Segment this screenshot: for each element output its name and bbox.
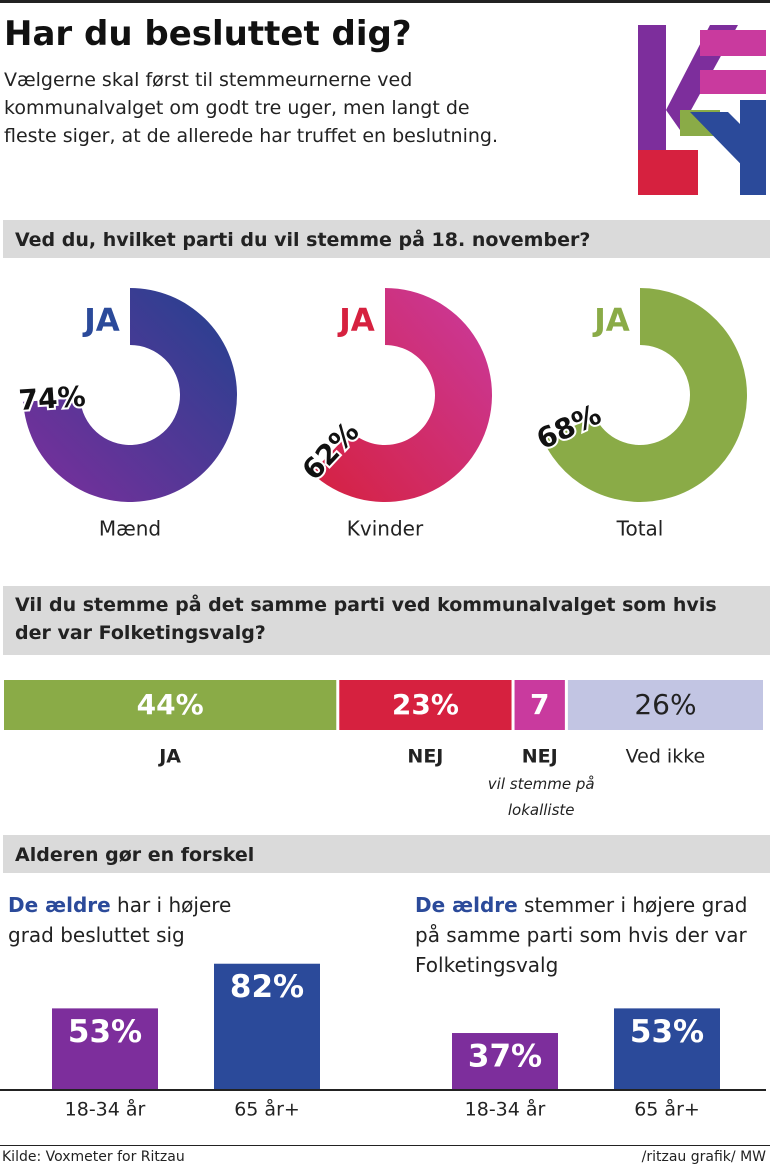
category-label: 18-34 år xyxy=(65,1098,146,1121)
bar-segment xyxy=(567,680,763,730)
value-label: 23% xyxy=(392,688,459,721)
subtitle: De ældre stemmer i højere grad på samme … xyxy=(415,890,765,980)
donut-arc xyxy=(23,288,238,502)
bar xyxy=(52,1008,158,1090)
section-title: Ved du, hvilket parti du vil stemme på 1… xyxy=(3,220,770,258)
category-label: 18-34 år xyxy=(465,1098,546,1121)
bar xyxy=(614,1008,720,1090)
subtitle-emphasis: De ældre xyxy=(415,893,518,917)
subtitle-emphasis: De ældre xyxy=(8,893,111,917)
bar-segment xyxy=(4,680,337,730)
legend-label: Ved ikke xyxy=(626,746,706,768)
note-box: vil stemme på lokalliste xyxy=(487,775,595,819)
value-label: 37% xyxy=(468,1039,542,1075)
note: vil stemme på lokalliste xyxy=(487,775,595,819)
value-label: 74% xyxy=(18,380,87,417)
value-label: 44% xyxy=(137,688,204,721)
legend-label: NEJ xyxy=(407,746,443,768)
value-label: 53% xyxy=(630,1014,704,1050)
bar-segment xyxy=(514,680,565,730)
category-label: Mænd xyxy=(99,517,161,541)
center-label: JA xyxy=(337,303,375,339)
source: Kilde: Voxmeter for Ritzau xyxy=(2,1149,185,1165)
category-label: Kvinder xyxy=(347,517,424,541)
intro: Vælgerne skal først til stemmeurnerne ve… xyxy=(4,69,498,147)
legend-label: JA xyxy=(157,746,181,768)
bar-segment xyxy=(339,680,512,730)
value-label: 26% xyxy=(634,688,696,721)
bar xyxy=(214,963,320,1090)
bar xyxy=(452,1033,558,1090)
center-label: JA xyxy=(592,303,630,339)
subtitle-text: har i højere grad besluttet sig xyxy=(8,893,232,947)
legend-label: NEJ xyxy=(522,746,558,768)
credit: /ritzau grafik/ MW xyxy=(641,1149,766,1165)
subtitle-text: stemmer i højere grad på samme parti som… xyxy=(415,893,748,977)
category-label: Total xyxy=(616,517,664,541)
donut-arc xyxy=(543,288,747,502)
footer-rule xyxy=(0,1145,770,1146)
logo xyxy=(638,25,766,195)
section-title: Alderen gør en forskel xyxy=(3,835,770,873)
title: Har du besluttet dig? xyxy=(4,14,412,54)
value-label: 82% xyxy=(230,969,304,1005)
category-label: 65 år+ xyxy=(234,1098,300,1121)
subtitle: De ældre har i højere grad besluttet sig xyxy=(8,890,268,950)
center-label: JA xyxy=(82,303,120,339)
value-label: 53% xyxy=(68,1014,142,1050)
section-title: Vil du stemme på det samme parti ved kom… xyxy=(3,586,770,655)
donut-arc xyxy=(311,288,492,502)
top-rule xyxy=(0,0,770,3)
category-label: 65 år+ xyxy=(634,1098,700,1121)
value-label: 7 xyxy=(530,688,549,721)
